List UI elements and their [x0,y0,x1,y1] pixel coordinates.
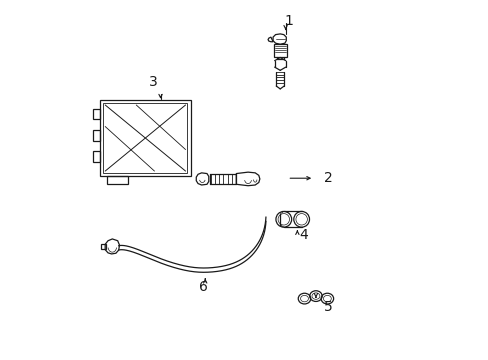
Text: 6: 6 [199,280,207,294]
Bar [101,244,106,249]
Text: 5: 5 [324,300,332,314]
Text: 3: 3 [149,75,158,89]
Text: 2: 2 [324,171,332,185]
Text: 1: 1 [284,14,293,28]
Text: 4: 4 [299,228,307,242]
